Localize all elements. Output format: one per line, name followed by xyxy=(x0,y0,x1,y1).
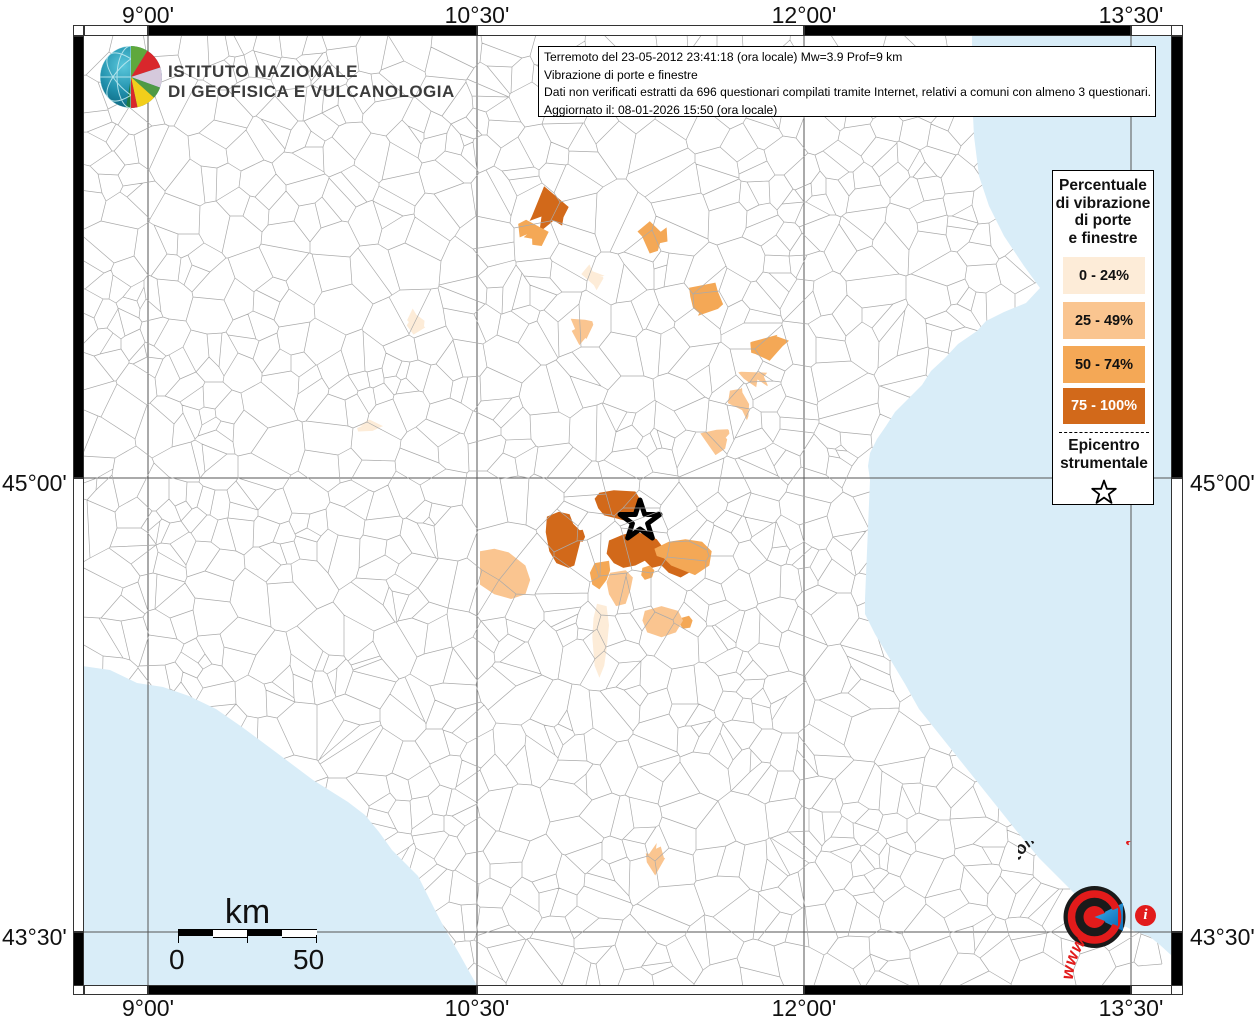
svg-text:.it: .it xyxy=(1115,841,1141,850)
